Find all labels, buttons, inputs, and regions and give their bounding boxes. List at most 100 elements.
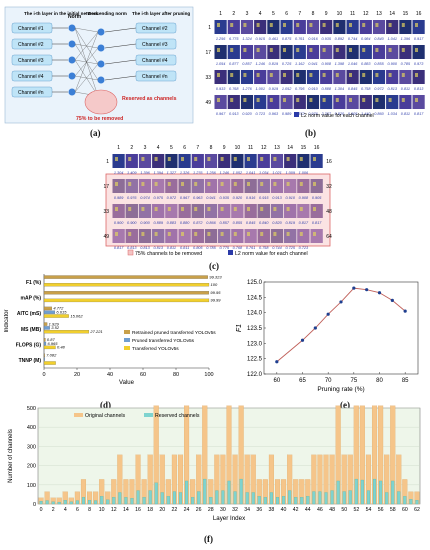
norm-value: 1.246 (255, 62, 265, 66)
norm-node (68, 40, 76, 48)
norm-value: 0.725 (282, 62, 292, 66)
col-number: 9 (325, 11, 328, 17)
feature-spot (415, 73, 418, 77)
data-point (275, 360, 279, 364)
norm-value: 0.857 (219, 221, 229, 225)
data-point (313, 326, 317, 330)
x-tick-label: 46 (317, 507, 323, 513)
y-tick-label: 123.0 (247, 341, 263, 347)
norm-value: 0.761 (246, 246, 256, 250)
feature-spot (154, 207, 158, 211)
channel-tile-overlay (218, 179, 231, 193)
reserved-bar (136, 490, 140, 505)
norm-value: 0.913 (272, 196, 282, 200)
col-number: 3 (246, 11, 249, 17)
link-line (104, 75, 137, 81)
reserved-bar (360, 479, 364, 505)
x-tick-label: 38 (269, 507, 275, 513)
norm-value: 0.723 (255, 112, 265, 116)
channel-tile (306, 45, 320, 59)
category-label: TNNP (M) (19, 358, 42, 364)
category-label: FLOPS (G) (16, 343, 42, 349)
reserved-bar (336, 480, 340, 505)
channel-tile-overlay (165, 204, 178, 218)
channel-tile (267, 20, 280, 34)
norm-value: 1.396 (140, 171, 150, 175)
channel-tile (125, 154, 138, 168)
channel-tile (306, 20, 320, 34)
col-number: 11 (350, 11, 355, 17)
reserved-bar (69, 501, 73, 505)
channel-tile (267, 70, 280, 84)
norm-value: 0.758 (361, 87, 371, 91)
link-line (74, 63, 99, 93)
norm-value: 0.840 (259, 221, 269, 225)
col-number: 5 (272, 11, 275, 17)
x-tick-label: 56 (378, 507, 384, 513)
channel-tile (204, 154, 218, 168)
channel-tile (359, 20, 372, 34)
legend-swatch (124, 330, 130, 334)
feature-spot (194, 207, 198, 211)
norm-value: 0.900 (140, 221, 150, 225)
norm-value: 0.989 (282, 112, 292, 116)
channel-tile (320, 20, 333, 34)
feature-spot (362, 48, 366, 52)
channel-tile (254, 70, 267, 84)
norm-value: 0.819 (269, 62, 279, 66)
channel-tile (267, 45, 280, 59)
panel-b-heatmap: 123456789101112131415161161.2566.7751.32… (205, 11, 425, 119)
category-label: AITC (mS) (17, 311, 42, 317)
reserved-bar (221, 490, 225, 505)
reserved-bar (130, 498, 134, 505)
channel-tile-overlay (231, 229, 244, 243)
feature-spot (256, 73, 260, 77)
feature-spot (296, 48, 300, 52)
feature-spot (296, 73, 300, 77)
row-start-label: 49 (205, 100, 211, 106)
channel-tile-overlay (125, 179, 138, 193)
feature-spot (362, 98, 366, 102)
channel-tile-overlay (152, 179, 165, 193)
reserved-bar (81, 497, 86, 505)
panel-e-chart: 60 65 70 75 80 85 122.0 122.5 123.0 123.5 124.0 124… (236, 280, 419, 393)
left-channel-label: Channel #n (18, 90, 44, 96)
y-tick-label: 0 (33, 502, 36, 508)
row-end-label: 64 (326, 234, 332, 240)
row-start-label: 17 (103, 184, 109, 190)
reserved-bar (318, 491, 322, 505)
legend-label: Original channels (85, 413, 125, 419)
norm-value: 0.920 (242, 112, 252, 116)
channel-tile (138, 154, 152, 168)
channel-tile (267, 95, 280, 109)
channel-tile-overlay (125, 229, 138, 243)
feature-spot (401, 98, 405, 102)
norm-value: 1.256 (216, 37, 226, 41)
channel-tile (240, 95, 254, 109)
norm-value: 1.034 (387, 112, 397, 116)
x-tick-label: 24 (184, 507, 190, 513)
data-label: 0.48 (57, 345, 66, 350)
norm-value: 0.811 (180, 246, 189, 250)
channel-tile (320, 45, 333, 59)
category-label: MS (MB) (21, 327, 41, 333)
channel-tile-overlay (204, 229, 218, 243)
feature-spot (299, 232, 303, 236)
channel-tile (399, 45, 412, 59)
reserved-bar (288, 490, 292, 505)
bar (43, 326, 50, 330)
feature-spot (273, 182, 277, 186)
col-number: 9 (223, 145, 226, 151)
channel-tile-overlay (138, 179, 152, 193)
feature-spot (141, 182, 145, 186)
x-tick-label: 4 (64, 507, 67, 513)
x-tick-label: 16 (135, 507, 141, 513)
norm-value: 0.941 (206, 196, 216, 200)
channel-tile-overlay (270, 179, 284, 193)
feature-spot (217, 73, 220, 77)
feature-spot (181, 157, 184, 161)
channel-tile-overlay (191, 179, 204, 193)
norm-value: 0.916 (308, 37, 318, 41)
caption-d: (d) (100, 400, 111, 410)
data-point (403, 309, 407, 313)
